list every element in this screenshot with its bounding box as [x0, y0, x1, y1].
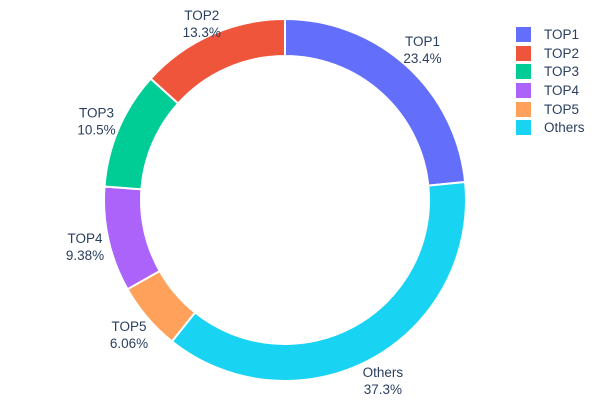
slice-label-top4: TOP4 9.38%	[66, 231, 104, 263]
legend-item-top5[interactable]: TOP5	[516, 100, 585, 119]
legend-swatch-top5	[516, 101, 531, 117]
legend-item-others[interactable]: Others	[516, 118, 585, 137]
legend-item-top4[interactable]: TOP4	[516, 81, 585, 100]
pie-slice-others[interactable]	[170, 180, 467, 382]
legend-label: TOP1	[544, 26, 580, 42]
legend-swatch-top1	[516, 26, 531, 42]
legend-label: TOP5	[544, 101, 580, 117]
legend-swatch-others	[516, 120, 531, 136]
legend: TOP1 TOP2 TOP3 TOP4 TOP5 Others	[516, 25, 585, 137]
legend-item-top2[interactable]: TOP2	[516, 44, 585, 63]
slice-label-top3: TOP3 10.5%	[77, 105, 115, 137]
slice-label-top5: TOP5 6.06%	[110, 319, 148, 351]
legend-label: TOP3	[544, 64, 580, 80]
legend-item-top1[interactable]: TOP1	[516, 25, 585, 44]
legend-item-top3[interactable]: TOP3	[516, 62, 585, 81]
legend-swatch-top2	[516, 45, 531, 61]
slice-label-others: Others 37.3%	[363, 365, 404, 397]
pie-slice-top4[interactable]	[103, 185, 162, 291]
slice-label-top2: TOP2 13.3%	[183, 8, 221, 40]
pie-slice-top2[interactable]	[149, 17, 286, 105]
legend-label: TOP4	[544, 82, 580, 98]
legend-label: Others	[544, 120, 585, 136]
legend-swatch-top3	[516, 64, 531, 80]
legend-swatch-top4	[516, 82, 531, 98]
slice-label-top1: TOP1 23.4%	[403, 34, 441, 66]
legend-label: TOP2	[544, 45, 580, 61]
